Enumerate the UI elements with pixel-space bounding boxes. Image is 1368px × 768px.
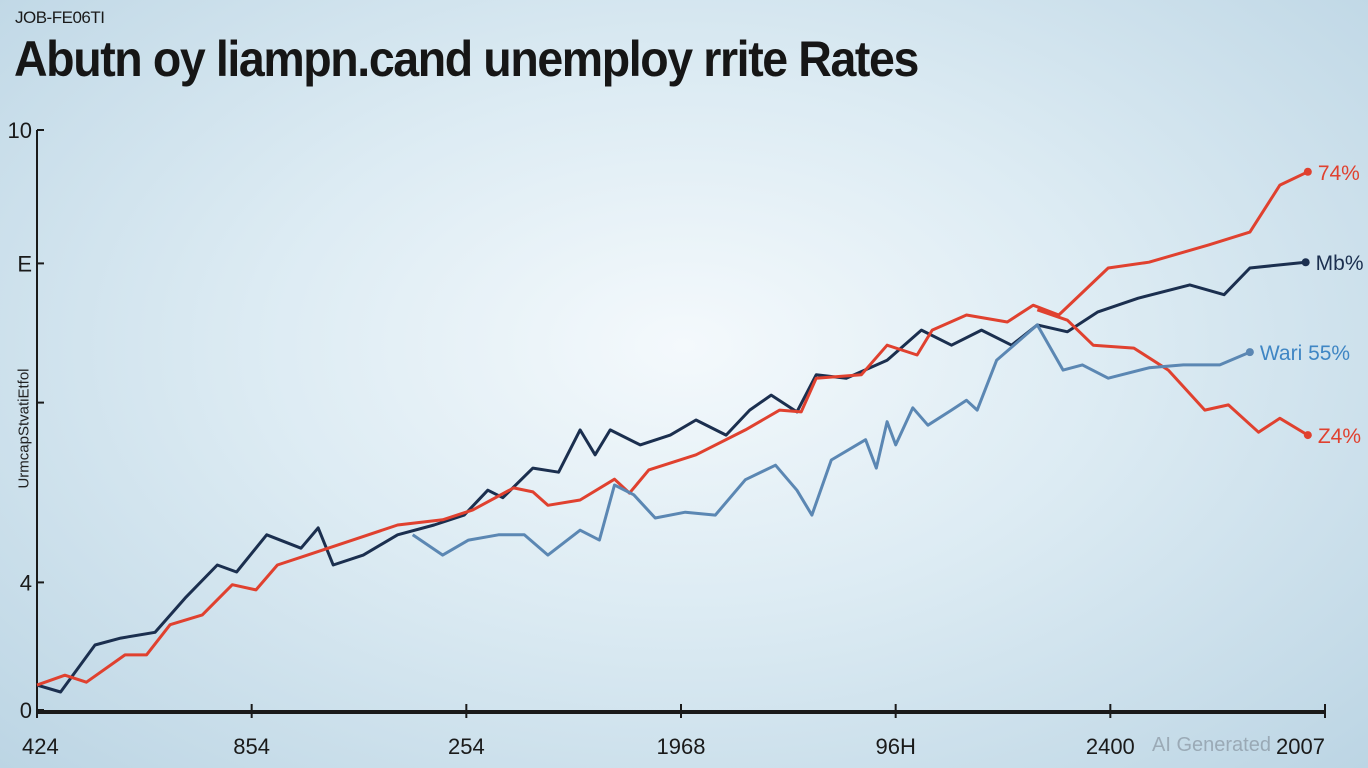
series-end-marker — [1303, 167, 1312, 176]
y-tick-label: E — [17, 251, 32, 276]
series-end-label: Wari 55% — [1260, 342, 1350, 365]
series-end-marker — [1301, 258, 1310, 267]
x-tick-label: 254 — [448, 734, 485, 759]
x-tick-label: 2007 — [1276, 734, 1325, 759]
series-line — [36, 260, 1306, 694]
watermark: AI Generated — [1152, 734, 1271, 756]
x-tick-label: 96H — [875, 734, 915, 759]
x-tick-label: 2400 — [1086, 734, 1135, 759]
series-line — [1036, 308, 1309, 437]
series-end-label: 74% — [1318, 162, 1360, 185]
y-tick-label: 10 — [8, 118, 32, 143]
series-line — [411, 323, 1251, 557]
series-end-marker — [1303, 431, 1312, 440]
x-tick-label: 424 — [22, 734, 59, 759]
series-line — [36, 170, 1309, 687]
y-tick-label: 0 — [20, 698, 32, 723]
series-end-label: Mb% — [1316, 252, 1364, 275]
y-tick-label: 4 — [20, 570, 32, 595]
chart-title: Abutn oy liampn.cand unemploy rrite Rate… — [14, 31, 919, 87]
series-end-label: Z4% — [1318, 425, 1361, 448]
x-tick-label: 1968 — [657, 734, 706, 759]
chart-subtitle: JOB-FE06TI — [15, 8, 105, 27]
series-end-marker — [1245, 348, 1254, 357]
x-tick-label: 854 — [233, 734, 270, 759]
